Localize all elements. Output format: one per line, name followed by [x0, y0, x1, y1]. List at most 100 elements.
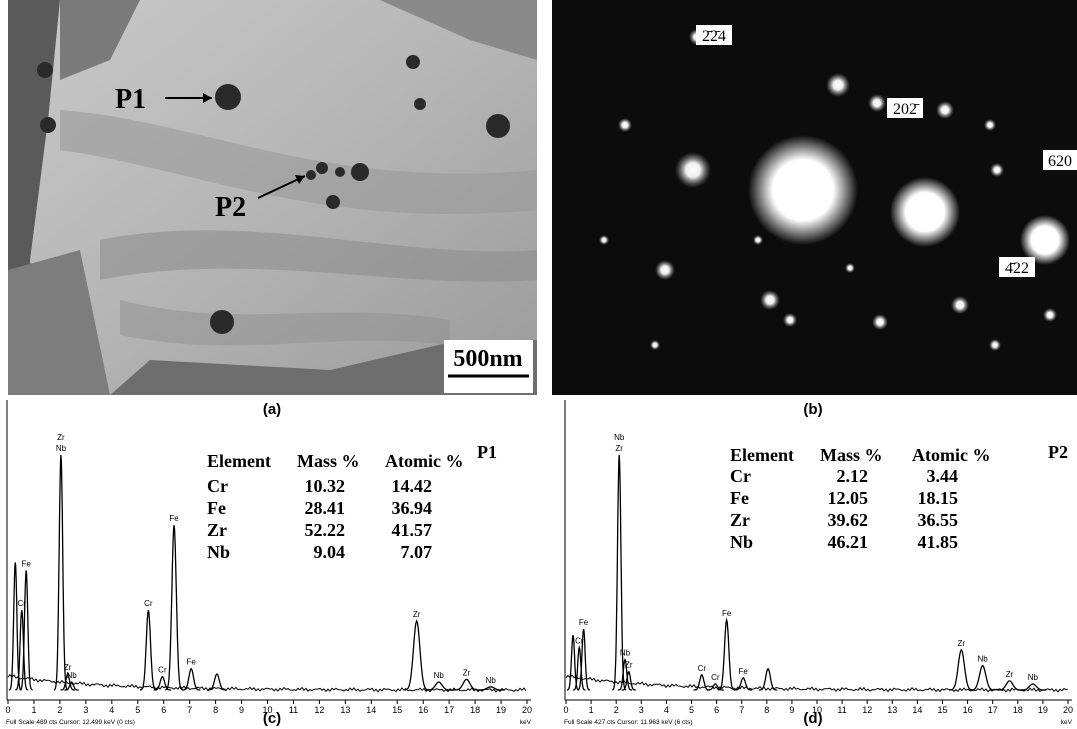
- spot-index: 2̄2̄4: [702, 28, 726, 45]
- peak-label: Nb: [486, 676, 497, 685]
- diffraction-image: [552, 0, 1077, 395]
- peak-label: Nb: [434, 671, 445, 680]
- peak-label: Zr: [625, 661, 633, 670]
- x-tick-label: 19: [496, 705, 506, 715]
- x-tick-label: 3: [639, 705, 644, 715]
- x-tick-label: 7: [187, 705, 192, 715]
- spot-index: 4̄22: [1005, 260, 1029, 277]
- table-cell: 18.15: [918, 488, 959, 508]
- x-tick-label: 15: [937, 705, 947, 715]
- peak-label: Fe: [739, 667, 749, 676]
- footer: Full Scale 489 cts Cursor: 12.499 keV (0…: [6, 719, 135, 726]
- x-tick-label: 13: [887, 705, 897, 715]
- x-tick-label: 1: [589, 705, 594, 715]
- peak-label: Cr: [698, 664, 707, 673]
- x-tick-label: 9: [789, 705, 794, 715]
- spectrum-peak: [165, 525, 183, 690]
- table-cell: 36.55: [918, 510, 959, 530]
- table-cell: 12.05: [828, 488, 869, 508]
- table-cell: 2.12: [837, 466, 869, 486]
- x-tick-label: 2: [614, 705, 619, 715]
- peak-label: Cr: [711, 673, 720, 682]
- x-tick-label: 15: [392, 705, 402, 715]
- particle-label: P2: [215, 192, 246, 223]
- table-cell: 14.42: [392, 476, 433, 496]
- table-cell: 39.62: [828, 510, 869, 530]
- peak-label: Nb: [66, 671, 77, 680]
- peak-label: Fe: [21, 559, 31, 568]
- x-tick-label: 12: [314, 705, 324, 715]
- spectrum-peak: [970, 666, 995, 690]
- spectrum-peak: [20, 570, 33, 690]
- x-tick-label: 9: [239, 705, 244, 715]
- peak-label: Nb: [978, 655, 989, 664]
- table-cell: 9.04: [314, 542, 346, 562]
- table-cell: Cr: [730, 466, 751, 486]
- spectrum-peak: [140, 610, 157, 690]
- peak-label: Fe: [169, 514, 179, 523]
- table-header: Atomic %: [385, 451, 463, 471]
- spot-index: 620: [1048, 153, 1072, 170]
- x-tick-label: 20: [1063, 705, 1073, 715]
- spectrum-peak: [426, 682, 452, 690]
- x-tick-label: 4: [109, 705, 114, 715]
- table-cell: 46.21: [828, 532, 869, 552]
- x-tick-label: 13: [340, 705, 350, 715]
- peak-label: Nb: [614, 433, 625, 442]
- spectrum-peak: [54, 455, 68, 690]
- x-tick-label: 3: [83, 705, 88, 715]
- table-header: Mass %: [297, 451, 360, 471]
- peak-label: Zr: [958, 639, 966, 648]
- table-cell: Cr: [207, 476, 228, 496]
- peak-label: Nb: [1028, 673, 1039, 682]
- table-cell: 52.22: [305, 520, 346, 540]
- scale-bar-label: 500nm: [453, 346, 522, 372]
- x-tick-label: 17: [444, 705, 454, 715]
- table-cell: Zr: [207, 520, 227, 540]
- x-tick-label: 19: [1038, 705, 1048, 715]
- peak-label: Fe: [187, 658, 197, 667]
- x-tick-label: 10: [262, 705, 272, 715]
- spectrum-peak: [759, 669, 778, 690]
- table-header: Atomic %: [912, 445, 990, 465]
- x-tick-label: 18: [1013, 705, 1023, 715]
- x-tick-label: 8: [764, 705, 769, 715]
- spectrum-name: P1: [477, 442, 497, 462]
- peak-label: Zr: [413, 610, 421, 619]
- peak-label: Nb: [620, 649, 631, 658]
- peak-label: Nb: [56, 444, 67, 453]
- unit: keV: [1061, 719, 1073, 726]
- spectrum-peak: [9, 562, 22, 690]
- table-cell: 36.94: [392, 498, 433, 518]
- x-tick-label: 10: [812, 705, 822, 715]
- x-tick-label: 6: [161, 705, 166, 715]
- panel-label: (a): [263, 401, 281, 418]
- x-tick-label: 5: [135, 705, 140, 715]
- x-tick-label: 8: [213, 705, 218, 715]
- x-tick-label: 0: [563, 705, 568, 715]
- spectrum-peak: [718, 620, 735, 690]
- table-cell: 41.85: [918, 532, 959, 552]
- particle-label: P1: [115, 84, 146, 115]
- peak-label: Cr: [144, 599, 153, 608]
- spectrum-peak: [404, 621, 430, 690]
- panel-label: (b): [803, 401, 822, 418]
- table-cell: Nb: [207, 542, 230, 562]
- footer: Full Scale 427 cts Cursor: 11.963 keV (6…: [564, 719, 693, 726]
- x-tick-label: 1: [31, 705, 36, 715]
- x-tick-label: 11: [837, 705, 846, 715]
- x-tick-label: 11: [289, 705, 298, 715]
- spectrum-peak: [949, 650, 974, 690]
- x-tick-label: 2: [57, 705, 62, 715]
- x-tick-label: 14: [912, 705, 922, 715]
- x-tick-label: 0: [5, 705, 10, 715]
- tem-image: [8, 0, 537, 395]
- x-tick-label: 4: [664, 705, 669, 715]
- peak-label: Fe: [722, 609, 732, 618]
- peak-label: Zr: [1006, 670, 1014, 679]
- peak-label: Fe: [579, 618, 589, 627]
- x-tick-label: 5: [689, 705, 694, 715]
- x-tick-label: 18: [470, 705, 480, 715]
- table-cell: 41.57: [392, 520, 433, 540]
- x-tick-label: 17: [988, 705, 998, 715]
